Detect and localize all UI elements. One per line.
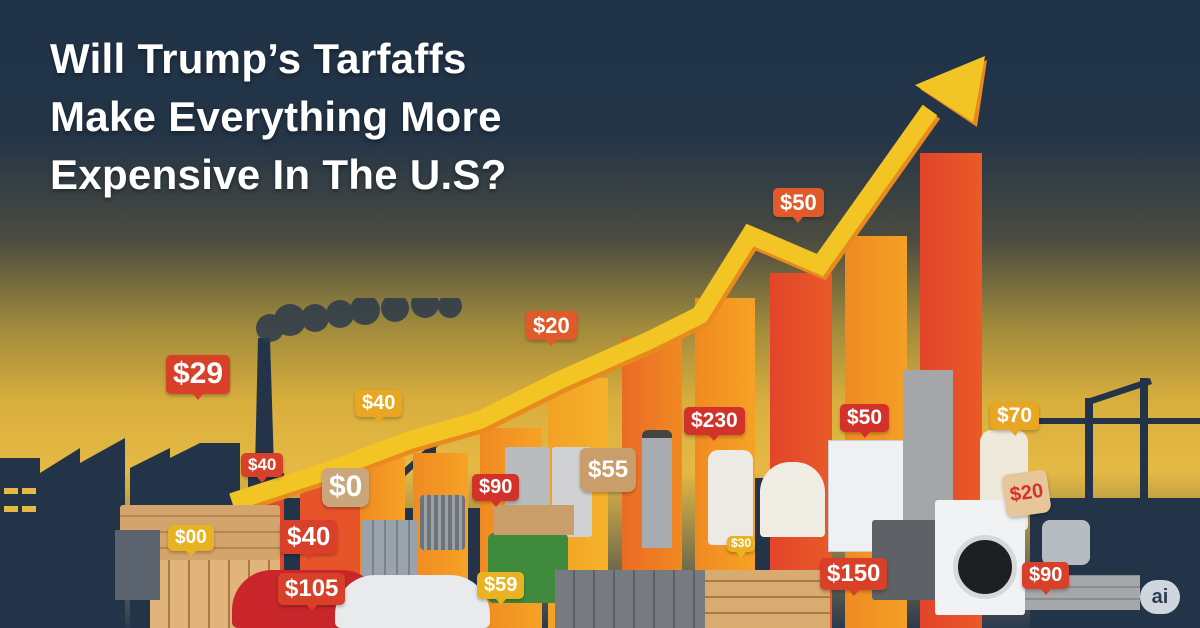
headline-line-3: Expensive In The U.S? [50,151,507,198]
price-tag: $40 [355,390,403,423]
headline: Will Trump’s Tarfaffs Make Everything Mo… [50,30,507,204]
stone-column [903,370,953,520]
price-tag: $50 [840,404,890,439]
washing-machine [935,500,1025,615]
wood-planks [705,570,830,628]
white-car [335,575,490,628]
appliance [760,462,825,537]
price-tag: $90 [472,474,520,507]
pipe [642,430,672,548]
water-heater [708,450,753,545]
price-tag-hanging: $0 [322,468,370,507]
headline-line-1: Will Trump’s Tarfaffs [50,35,467,82]
price-tag-hanging: $20 [1001,469,1053,518]
price-tag: $59 [477,572,525,605]
price-tag: $230 [684,407,745,442]
ai-badge-label: ai [1151,585,1169,608]
paving-stones [555,570,715,628]
gray-appliance [1042,520,1090,565]
wire-spool [420,495,465,550]
price-tag: $29 [166,355,231,399]
price-tag: $00 [168,525,214,557]
price-tag: $50 [773,188,824,224]
price-tag-hanging: $55 [580,448,637,492]
price-tag: $150 [820,558,888,596]
ai-generated-badge: ai [1140,580,1180,614]
price-tag: $90 [1022,562,1070,595]
cinder-blocks [115,530,160,600]
price-tag: $40 [241,453,284,482]
price-tag: $30 [727,536,756,558]
headline-line-2: Make Everything More [50,93,502,140]
cardboard-box [494,505,574,535]
washer-door-icon [953,535,1017,599]
price-tag: $70 [990,402,1040,437]
price-tag: $105 [278,573,346,611]
price-tag: $40 [280,520,338,560]
price-tag: $20 [526,311,577,347]
